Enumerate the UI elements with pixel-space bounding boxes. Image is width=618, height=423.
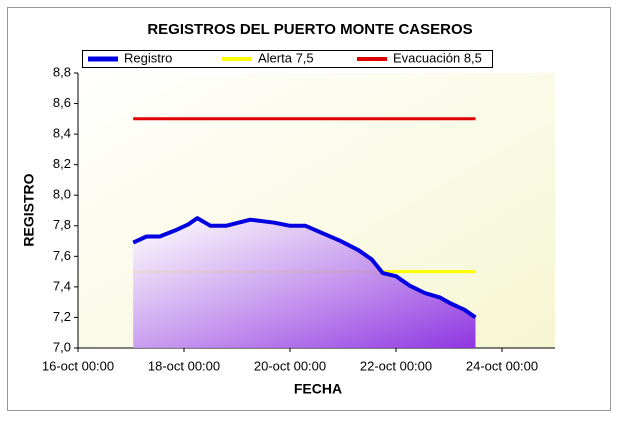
y-axis-label: REGISTRO <box>21 173 37 246</box>
x-axis-label: FECHA <box>294 381 342 397</box>
y-tick-label: 7,6 <box>53 248 71 263</box>
legend-label: Registro <box>124 50 172 65</box>
x-tick-label: 18-oct 00:00 <box>148 358 220 373</box>
y-tick-label: 7,0 <box>53 339 71 354</box>
y-tick-label: 7,8 <box>53 217 71 232</box>
x-tick-label: 24-oct 00:00 <box>466 358 538 373</box>
y-tick-label: 8,0 <box>53 187 71 202</box>
line <box>132 216 477 320</box>
y-tick-label: 8,8 <box>53 64 71 79</box>
legend <box>82 50 493 68</box>
area <box>133 218 476 348</box>
y-tick-label: 7,2 <box>53 309 71 324</box>
chart-title: REGISTROS DEL PUERTO MONTE CASEROS <box>147 21 472 38</box>
y-tick-label: 8,2 <box>53 156 71 171</box>
x-tick-label: 16-oct 00:00 <box>42 358 114 373</box>
y-tick-label: 8,4 <box>53 126 71 141</box>
y-tick-label: 7,4 <box>53 278 71 293</box>
x-tick-label: 20-oct 00:00 <box>254 358 326 373</box>
x-tick-label: 22-oct 00:00 <box>360 358 432 373</box>
legend-label: Alerta 7,5 <box>258 50 314 65</box>
y-tick-label: 8,6 <box>53 95 71 110</box>
legend-label: Evacuación 8,5 <box>393 50 482 65</box>
